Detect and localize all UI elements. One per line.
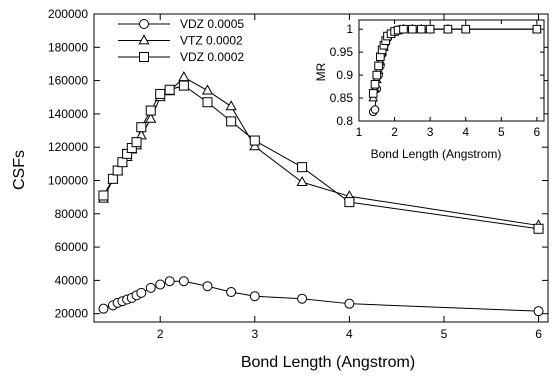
inset-series-3-point xyxy=(370,79,380,89)
legend-marker-3 xyxy=(139,52,149,62)
inset-y-tick-label: 0.85 xyxy=(330,91,354,105)
inset-x-axis-label: Bond Length (Angstrom) xyxy=(371,147,502,161)
main-series-3-point xyxy=(178,80,189,91)
main-series-3-point xyxy=(202,97,213,108)
inset-y-tick-label: 0.95 xyxy=(330,45,354,59)
main-y-tick-label: 100000 xyxy=(48,173,88,187)
inset-y-tick-label: 1 xyxy=(346,22,353,36)
main-series-3-point xyxy=(226,116,237,127)
main-series-1-point xyxy=(136,287,147,298)
main-series-3-point xyxy=(145,105,156,116)
legend-marker-2 xyxy=(138,34,150,45)
inset-plot-frame xyxy=(358,19,545,122)
main-y-tick-label: 200000 xyxy=(48,7,88,21)
inset-series-3-point xyxy=(374,61,383,71)
inset-x-tick-label: 4 xyxy=(462,125,469,139)
main-series-1-point xyxy=(164,276,175,287)
main-y-tick-label: 180000 xyxy=(48,40,88,54)
inset-series-3-point xyxy=(461,24,471,34)
legend-label-1: VDZ 0.0005 xyxy=(180,17,244,31)
main-series-3-point xyxy=(107,173,118,184)
inset-x-tick-label: 1 xyxy=(356,125,363,139)
inset-series-3-point xyxy=(372,70,382,80)
inset-series-1-point xyxy=(370,105,380,114)
inset-series-3-point xyxy=(399,24,408,34)
legend-marker-1 xyxy=(139,19,149,29)
inset-y-axis-label: MR xyxy=(314,62,328,81)
main-series-1-point xyxy=(155,279,166,290)
main-series-3-point xyxy=(131,137,142,148)
main-series-2-point xyxy=(296,175,308,187)
inset-series-3-point xyxy=(532,24,542,34)
main-series-3-point xyxy=(117,157,128,168)
main-series-1-point xyxy=(226,287,237,298)
inset-y-tick-label: 0.9 xyxy=(336,68,353,82)
main-y-tick-label: 80000 xyxy=(55,207,89,221)
main-series-3-point xyxy=(155,88,166,99)
legend-label-3: VDZ 0.0002 xyxy=(180,50,244,64)
main-x-axis-label: Bond Length (Angstrom) xyxy=(241,354,415,371)
main-y-tick-label: 140000 xyxy=(48,107,88,121)
inset-x-tick-label: 6 xyxy=(534,125,541,139)
main-series-1-point xyxy=(249,291,260,302)
main-series-1-point xyxy=(297,293,308,304)
inset-x-tick-label: 2 xyxy=(391,125,398,139)
main-x-tick-label: 5 xyxy=(441,327,448,341)
main-series-1-point xyxy=(178,276,189,287)
main-x-tick-label: 2 xyxy=(157,327,164,341)
main-y-tick-label: 60000 xyxy=(55,240,89,254)
main-series-2-point xyxy=(201,84,214,95)
main-series-1-point xyxy=(202,281,213,292)
inset-x-tick-label: 5 xyxy=(498,125,505,139)
main-series-3-point xyxy=(533,223,544,234)
main-x-tick-label: 6 xyxy=(535,327,542,341)
main-y-tick-label: 120000 xyxy=(48,140,88,154)
main-series-3-point xyxy=(98,190,109,201)
inset-series-3-point xyxy=(408,24,417,34)
inset-series-3-point xyxy=(368,89,378,98)
inset-series-3-point xyxy=(416,24,426,34)
inset-series-3-point xyxy=(425,24,435,34)
main-series-3-point xyxy=(136,122,147,133)
main-x-tick-label: 4 xyxy=(346,327,353,341)
main-series-3-point xyxy=(112,165,123,176)
main-series-1-point xyxy=(533,306,544,317)
inset-series-3-point xyxy=(443,24,453,34)
main-plot-frame xyxy=(93,13,549,323)
main-y-tick-label: 40000 xyxy=(55,273,89,287)
main-series-3-point xyxy=(344,197,355,208)
main-y-tick-label: 20000 xyxy=(55,307,89,321)
inset-x-tick-label: 3 xyxy=(427,125,434,139)
inset-y-tick-label: 0.8 xyxy=(336,114,353,128)
legend: VDZ 0.0005 VTZ 0.0002 VDZ 0.0002 xyxy=(118,17,244,64)
main-series-3-point xyxy=(249,135,260,146)
main-series-1-point xyxy=(98,303,109,314)
main-series-1-point xyxy=(145,282,156,293)
inset-plot: 1 2 3 4 5 6 0.8 0.85 0.9 0.95 1 xyxy=(330,19,545,139)
main-plot: 2 3 4 5 620000400006000080000100000120000140… xyxy=(48,7,549,341)
main-y-tick-label: 160000 xyxy=(48,74,88,88)
main-series-1-point xyxy=(344,298,355,309)
legend-label-2: VTZ 0.0002 xyxy=(180,34,243,48)
main-series-3-point xyxy=(297,162,308,173)
main-y-axis-label: CSFs xyxy=(11,150,28,190)
main-series-2-point xyxy=(145,112,157,123)
main-x-tick-label: 3 xyxy=(251,327,258,341)
main-series-3-point xyxy=(164,84,175,95)
main-series-2-point xyxy=(225,100,237,111)
